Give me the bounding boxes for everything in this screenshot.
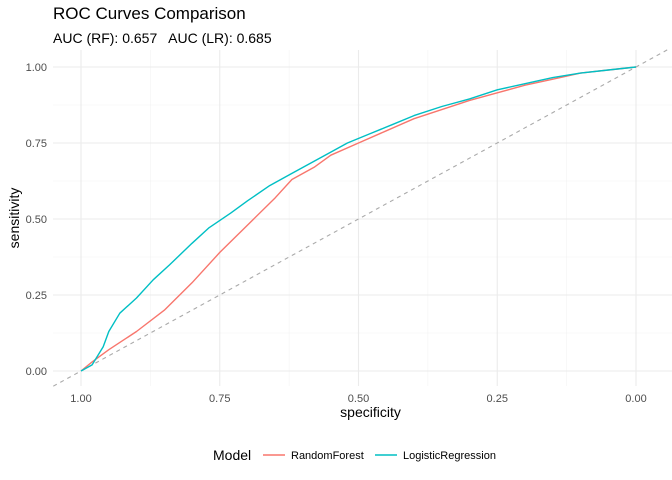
- chart-subtitle: AUC (RF): 0.657 AUC (LR): 0.685: [53, 30, 272, 46]
- chart-title: ROC Curves Comparison: [53, 4, 246, 23]
- major-gridlines: [53, 50, 672, 386]
- reference-diagonal-line: [52, 48, 670, 387]
- x-tick-label: 1.00: [70, 393, 91, 405]
- x-tick-label: 0.75: [209, 393, 230, 405]
- legend-label-logisticregression: LogisticRegression: [403, 450, 496, 462]
- y-tick-label: 0.75: [26, 138, 47, 150]
- series-line-logisticregression: [80, 66, 637, 372]
- minor-gridlines: [53, 50, 672, 386]
- x-tick-label: 0.00: [625, 393, 646, 405]
- y-tick-label: 0.25: [26, 290, 47, 302]
- legend-label-randomforest: RandomForest: [291, 450, 364, 462]
- y-axis-title: sensitivity: [6, 188, 22, 249]
- series-layer: [80, 66, 637, 372]
- y-tick-label: 0.00: [26, 366, 47, 378]
- x-tick-label: 0.25: [487, 393, 508, 405]
- tick-labels: 1.00 0.75 0.50 0.25 0.00 0.00 0.25 0.50 0.75 1.00: [26, 62, 647, 405]
- x-axis-title: specificity: [340, 404, 401, 420]
- legend-title: Model: [213, 447, 251, 463]
- legend: Model RandomForest LogisticRegression: [213, 447, 496, 463]
- y-tick-label: 0.50: [26, 214, 47, 226]
- series-line-randomforest: [80, 66, 637, 372]
- y-tick-label: 1.00: [26, 62, 47, 74]
- x-tick-label: 0.50: [348, 393, 369, 405]
